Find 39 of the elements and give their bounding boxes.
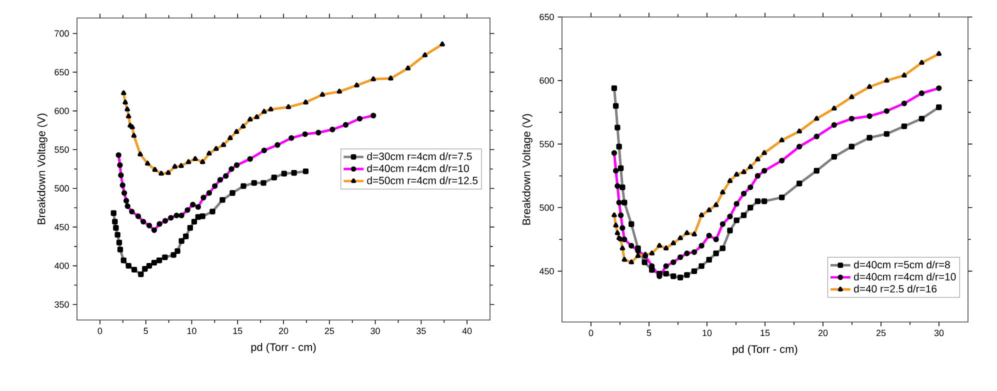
legend-label: d=40 r=2.5 d/r=16 xyxy=(854,284,937,293)
y-axis-title: Breakdown Voltage (V) xyxy=(522,114,532,225)
legend-label: d=40cm r=4cm d/r=10 xyxy=(854,272,956,280)
x-tick-label: 20 xyxy=(278,328,288,334)
y-tick-label: 500 xyxy=(54,185,69,192)
y-tick-label: 450 xyxy=(539,268,554,274)
y-axis-title: Breakdown Voltage (V) xyxy=(37,114,48,224)
y-tick-label: 650 xyxy=(540,14,554,20)
x-tick-label: 0 xyxy=(588,330,594,336)
x-tick-label: 5 xyxy=(646,330,652,336)
x-tick-label: 10 xyxy=(187,328,196,334)
y-tick-label: 550 xyxy=(54,146,69,153)
x-tick-label: 15 xyxy=(760,330,770,336)
x-tick-label: 10 xyxy=(702,330,712,336)
y-tick-label: 650 xyxy=(54,69,69,76)
x-tick-label: 30 xyxy=(934,330,944,336)
y-tick-label: 700 xyxy=(54,30,69,37)
x-tick-label: 30 xyxy=(370,328,380,334)
x-tick-label: 25 xyxy=(876,330,886,336)
x-tick-label: 25 xyxy=(324,328,334,334)
x-axis-title: pd (Torr - cm) xyxy=(732,344,798,356)
y-tick-label: 500 xyxy=(540,204,554,211)
x-tick-label: 40 xyxy=(462,328,472,334)
legend-label: d=50cm r=4cm d/r=12.5 xyxy=(367,176,478,184)
x-tick-label: 20 xyxy=(818,330,828,336)
y-tick-label: 600 xyxy=(540,77,554,84)
legend-label: d=40cm r=5cm d/r=8 xyxy=(854,260,950,268)
legend-label: d=30cm r=4cm d/r=7.5 xyxy=(367,152,472,160)
x-axis-title: pd (Torr - cm) xyxy=(251,342,316,354)
y-tick-label: 350 xyxy=(54,301,69,308)
y-tick-label: 450 xyxy=(54,224,69,230)
y-tick-label: 400 xyxy=(54,262,69,269)
x-tick-label: 0 xyxy=(98,328,102,334)
legend-label: d=40cm r=4cm d/r=10 xyxy=(367,164,469,172)
x-tick-label: 5 xyxy=(144,328,148,334)
x-tick-label: 15 xyxy=(233,328,242,334)
y-tick-label: 550 xyxy=(540,140,554,148)
y-tick-label: 600 xyxy=(54,108,69,114)
x-tick-label: 35 xyxy=(416,328,426,334)
